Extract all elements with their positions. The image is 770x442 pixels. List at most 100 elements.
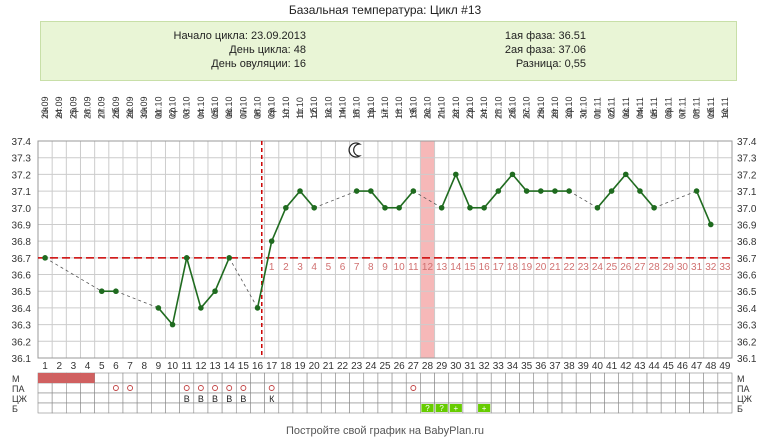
marker-cell: [632, 372, 648, 384]
marker-cell: [675, 382, 690, 394]
phase2-day-number: 24: [592, 262, 604, 273]
marker-cell: [278, 402, 294, 414]
marker-cell: [490, 372, 506, 384]
date-label: 28.10: [536, 96, 546, 119]
marker-cell: [590, 382, 605, 394]
marker-cell: [278, 392, 294, 404]
phase2-day-number: 21: [549, 262, 561, 273]
x-day-label: 12: [195, 361, 207, 372]
row-label-left: Б: [12, 404, 18, 414]
temperature-segment: [214, 257, 230, 292]
marker-cell: [405, 392, 421, 404]
marker-cell: [391, 402, 407, 414]
row-label-right: ЦЖ: [737, 394, 753, 404]
x-day-label: 10: [167, 361, 179, 372]
phase2-day-number: 10: [394, 262, 406, 273]
date-label: 15.10: [352, 96, 362, 119]
date-label: 01.11: [592, 97, 602, 119]
weekday-label: вс: [323, 107, 333, 117]
weekday-label: чт: [182, 108, 192, 117]
date-label: 22.10: [451, 96, 461, 119]
y-tick-label-right: 37.3: [737, 154, 757, 165]
temperature-point: [311, 204, 317, 211]
menses-mark: [66, 373, 81, 383]
temperature-segment: [497, 173, 514, 192]
row-label-right: ПА: [737, 384, 749, 394]
marker-cell: [136, 372, 152, 384]
date-label: 24.09: [54, 96, 64, 119]
x-day-label: 40: [592, 361, 604, 372]
pa-mark: [127, 385, 134, 391]
weekday-label: чт: [83, 108, 93, 117]
marker-cell: [646, 402, 662, 414]
weekday-label: чт: [677, 108, 687, 117]
weekday-label: сб: [408, 107, 418, 117]
phase2-day-number: 19: [521, 262, 533, 273]
cm-mark: К: [269, 394, 275, 404]
marker-cell: [136, 382, 152, 394]
y-tick-label-left: 37.3: [12, 154, 32, 165]
row-label-left: ЦЖ: [12, 394, 28, 404]
temperature-segment: [568, 190, 598, 209]
phase2-day-number: 1: [269, 262, 275, 273]
marker-cell: [660, 382, 676, 394]
marker-cell: [151, 382, 166, 394]
marker-cell: [221, 382, 237, 394]
marker-cell: [193, 382, 209, 394]
marker-cell: [547, 382, 563, 394]
weekday-label: вт: [253, 108, 263, 117]
phase2-day-number: 4: [311, 262, 317, 273]
marker-cell: [618, 402, 634, 414]
x-day-label: 19: [294, 361, 306, 372]
marker-cell: [533, 372, 549, 384]
marker-cell: [37, 392, 53, 404]
phase2-day-number: 3: [297, 262, 303, 273]
temperature-point: [537, 188, 544, 194]
marker-cell: [604, 402, 619, 414]
marker-cell: [66, 392, 81, 404]
temperature-point: [622, 171, 629, 178]
date-label: 11.10: [295, 97, 305, 119]
pa-mark: [226, 385, 233, 391]
marker-cell: [590, 372, 605, 384]
x-day-label: 41: [606, 361, 618, 372]
cm-mark: В: [226, 394, 232, 404]
x-day-label: 38: [564, 361, 576, 372]
marker-cell: [618, 382, 634, 394]
date-label: 23.09: [40, 96, 50, 119]
marker-cell: [292, 372, 308, 384]
marker-cell: [590, 402, 605, 414]
row-label-left: ПА: [12, 384, 24, 394]
marker-cell: [122, 392, 138, 404]
marker-cell: [476, 382, 492, 394]
phase2-day-number: 20: [535, 262, 547, 273]
phase2-day-number: 13: [436, 262, 448, 273]
temperature-point: [183, 255, 190, 261]
marker-cell: [604, 382, 619, 394]
temperature-point: [226, 255, 233, 261]
marker-cell: [717, 372, 733, 384]
x-day-label: 27: [408, 361, 420, 372]
temperature-point: [410, 188, 417, 194]
weekday-label: ср: [663, 107, 673, 117]
marker-cell: [660, 392, 676, 404]
y-tick-label-left: 36.5: [12, 287, 32, 298]
weekday-label: пн: [238, 107, 248, 117]
marker-cell: [490, 382, 506, 394]
date-label: 23.10: [465, 96, 475, 119]
cycle-start-text: Начало цикла: 23.09.2013: [173, 30, 306, 42]
temperature-segment: [398, 190, 414, 209]
weekday-label: сб: [607, 107, 617, 117]
x-day-label: 15: [238, 361, 250, 372]
marker-cell: [335, 382, 350, 394]
temperature-point: [42, 255, 48, 261]
y-tick-label-left: 37.1: [12, 187, 32, 198]
marker-cell: [306, 402, 322, 414]
y-tick-label-left: 36.6: [12, 271, 32, 282]
y-tick-label-right: 37.2: [737, 170, 757, 181]
marker-cell: [519, 402, 535, 414]
weekday-label: пн: [338, 107, 348, 117]
date-label: 26.10: [507, 96, 517, 119]
phase2-day-number: 18: [507, 262, 519, 273]
